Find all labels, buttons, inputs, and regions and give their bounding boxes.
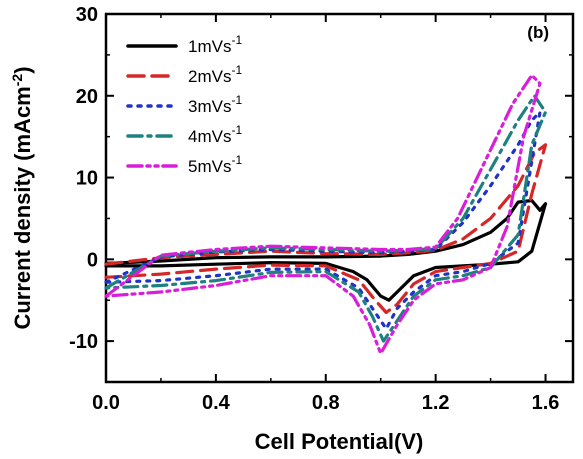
legend-label: 5mVs-1	[188, 153, 242, 176]
x-tick-label: 1.2	[422, 392, 450, 414]
x-axis-title: Cell Potential(V)	[255, 429, 424, 454]
plot-frame	[104, 12, 575, 384]
y-tick-label: 10	[76, 168, 98, 190]
x-tick-label: 0.0	[92, 392, 120, 414]
y-axis-title-sup: -2	[9, 74, 25, 87]
y-tick-label: 30	[76, 4, 98, 26]
y-axis-title: Current density (mAcm-2)	[9, 66, 35, 329]
y-tick-label: 0	[87, 249, 98, 271]
x-tick-label: 0.4	[202, 392, 231, 414]
series-4mvs-line	[104, 94, 548, 343]
y-axis-title-close: )	[10, 66, 35, 73]
x-tick-label: 0.8	[312, 392, 340, 414]
series-1mvs-line	[104, 198, 548, 302]
series-3mvs-line	[104, 110, 542, 331]
legend-label: 1mVs-1	[188, 33, 242, 56]
legend-label: 4mVs-1	[188, 123, 242, 146]
y-axis-title-main: Current density (mAcm	[10, 86, 35, 329]
tick-layer: 0.0 0.4 0.8 1.2 1.6 -10 0 10 20 30	[69, 4, 573, 414]
series-5mvs-line	[104, 73, 542, 355]
y-tick-label: 20	[76, 86, 98, 108]
x-tick-label: 1.6	[532, 392, 560, 414]
legend-label: 3mVs-1	[188, 93, 242, 116]
legend-label: 2mVs-1	[188, 63, 242, 86]
y-tick-label: -10	[69, 331, 98, 353]
panel-label: (b)	[527, 23, 549, 42]
series-layer	[104, 73, 548, 355]
legend: 1mVs-1 2mVs-1 3mVs-1 4mVs-1 5mVs-1	[126, 33, 242, 176]
series-2mvs-line	[104, 143, 548, 315]
